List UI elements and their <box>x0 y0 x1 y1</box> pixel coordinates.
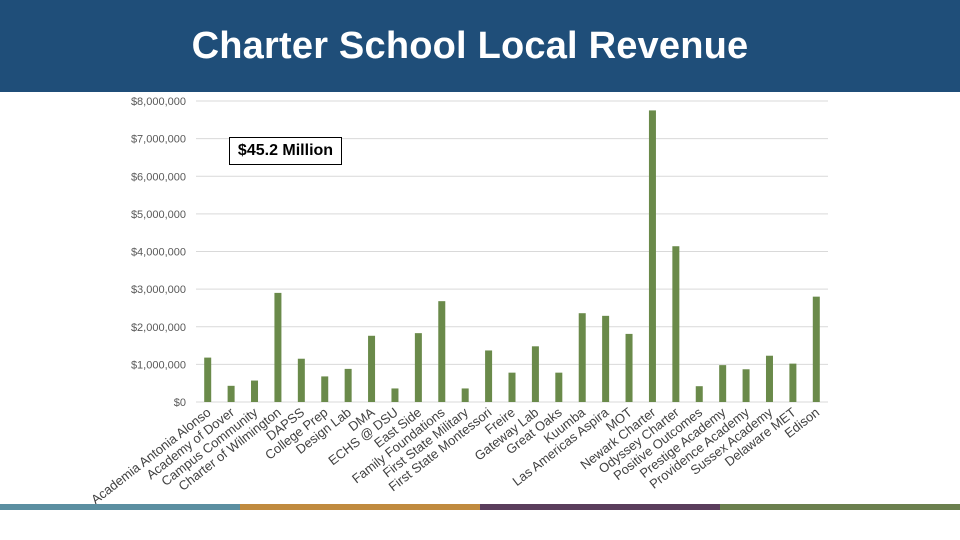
page-title: Charter School Local Revenue <box>191 24 749 67</box>
total-callout: $45.2 Million <box>229 137 342 165</box>
bar <box>227 385 235 402</box>
bar <box>578 313 586 402</box>
bar <box>321 376 329 402</box>
y-tick-label: $2,000,000 <box>131 322 186 334</box>
bar <box>251 380 259 402</box>
bar <box>555 372 563 402</box>
bar <box>648 110 656 402</box>
bar <box>204 357 212 402</box>
y-tick-label: $0 <box>174 397 186 409</box>
bar <box>344 368 352 402</box>
bar <box>531 346 539 402</box>
bar <box>789 363 797 402</box>
bar-chart: $0 $1,000,000 $2,000,000 $3,000,000 $4,000,0… <box>88 96 828 504</box>
bar <box>812 296 820 402</box>
chart-area: $0 $1,000,000 $2,000,000 $3,000,000 $4,000,0… <box>0 92 960 504</box>
y-tick-label: $8,000,000 <box>131 96 186 108</box>
y-tick-label: $1,000,000 <box>131 359 186 371</box>
y-tick-label: $5,000,000 <box>131 209 186 221</box>
title-bar: Charter School Local Revenue <box>0 0 960 92</box>
bar <box>368 335 376 402</box>
bar <box>414 333 422 402</box>
bar <box>274 292 282 402</box>
bar <box>508 372 516 402</box>
bar <box>742 369 750 402</box>
footer-segment-2 <box>240 504 480 510</box>
bar <box>672 246 680 402</box>
bar <box>438 301 446 402</box>
bar <box>719 365 727 402</box>
y-tick-label: $7,000,000 <box>131 134 186 146</box>
bar <box>485 350 493 402</box>
bar <box>695 386 703 402</box>
bar <box>297 358 305 402</box>
footer-segment-3 <box>480 504 720 510</box>
y-tick-label: $4,000,000 <box>131 247 186 259</box>
footer-segment-1 <box>0 504 240 510</box>
footer-stripe <box>0 504 960 510</box>
y-tick-label: $6,000,000 <box>131 171 186 183</box>
bar <box>602 315 610 402</box>
bar <box>765 355 773 402</box>
bar <box>461 388 469 402</box>
bar <box>625 333 633 402</box>
footer-segment-4 <box>720 504 960 510</box>
y-tick-label: $3,000,000 <box>131 284 186 296</box>
bar <box>391 388 399 402</box>
